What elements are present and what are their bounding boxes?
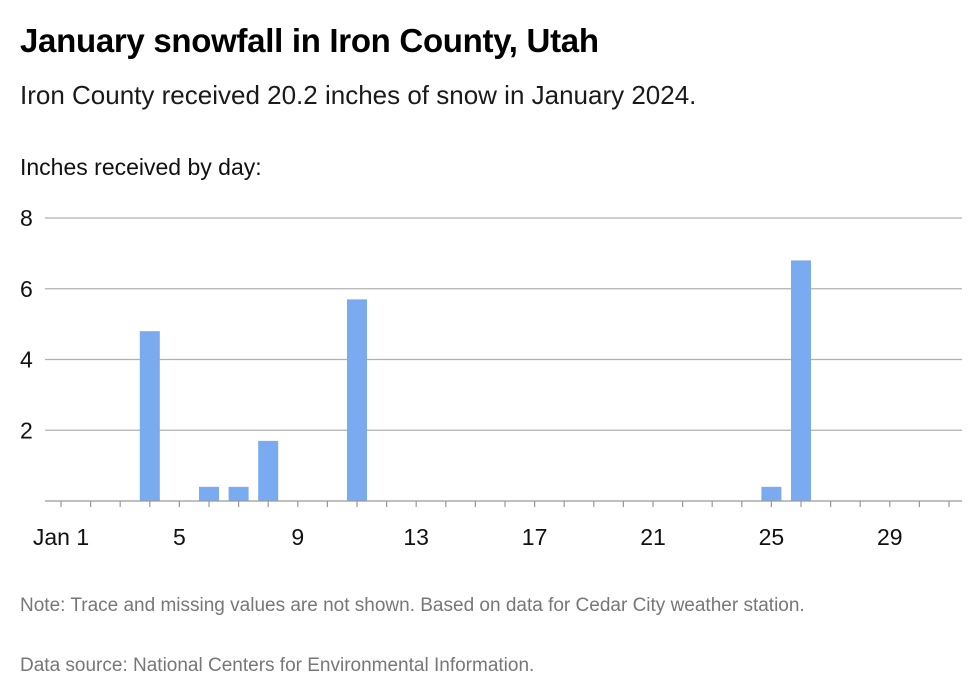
- y-tick-label: 6: [20, 276, 33, 302]
- chart-subtitle: Iron County received 20.2 inches of snow…: [20, 80, 697, 110]
- x-tick-label: Jan 1: [33, 524, 89, 550]
- x-tick-label: 21: [640, 524, 666, 550]
- x-tick-label: 9: [291, 524, 304, 550]
- y-tick-label: 4: [20, 347, 33, 373]
- bar-day-11: [347, 299, 367, 501]
- chart-title: January snowfall in Iron County, Utah: [20, 22, 599, 59]
- chart-note: Note: Trace and missing values are not s…: [20, 595, 805, 616]
- x-tick-label: 17: [522, 524, 548, 550]
- bar-day-26: [791, 260, 811, 501]
- bar-day-25: [761, 486, 782, 501]
- x-tick-label: 13: [403, 524, 429, 550]
- x-tick-label: 25: [759, 524, 785, 550]
- bar-day-4: [139, 331, 160, 501]
- y-tick-label: 2: [20, 417, 33, 443]
- bar-day-6: [199, 486, 219, 501]
- x-tick-label: 5: [173, 524, 186, 550]
- bar-day-8: [258, 440, 279, 501]
- x-tick-label: 29: [877, 524, 903, 550]
- y-tick-label: 8: [20, 205, 33, 231]
- y-axis-label: Inches received by day:: [20, 154, 262, 180]
- bar-day-7: [228, 486, 249, 501]
- data-source: Data source: National Centers for Enviro…: [20, 655, 535, 676]
